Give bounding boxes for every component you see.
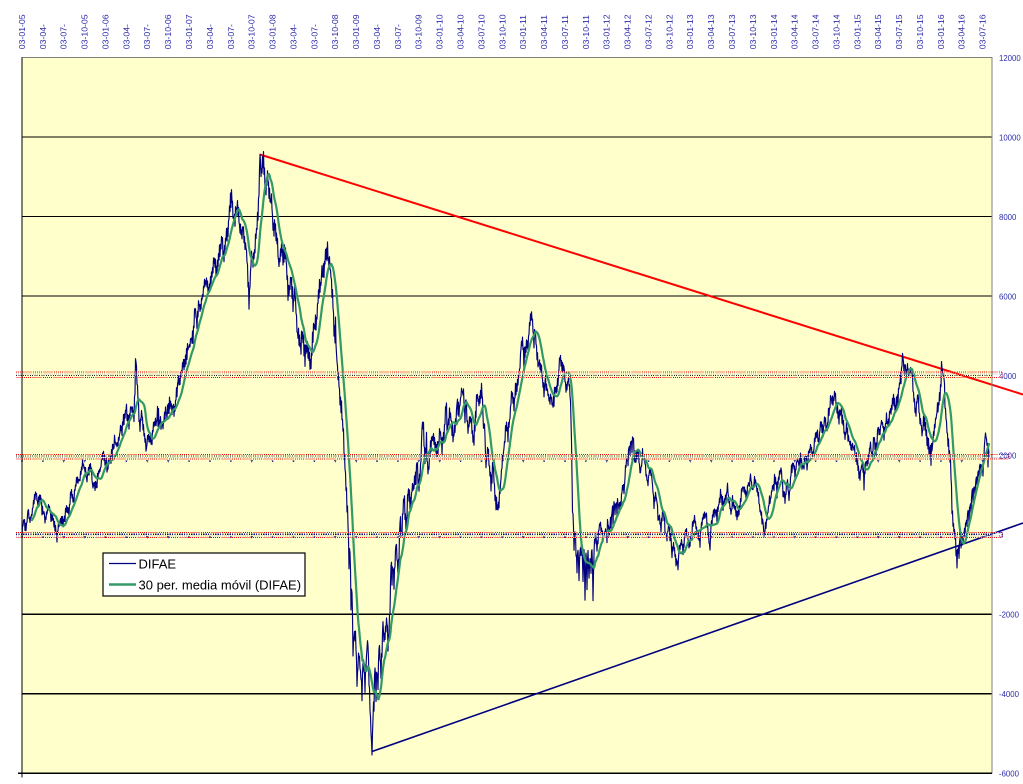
svg-text:03-07-: 03-07- <box>226 24 236 49</box>
svg-text:03-04-: 03-04- <box>288 24 298 49</box>
svg-text:03-10-06: 03-10-06 <box>163 14 173 49</box>
svg-text:03-10-13: 03-10-13 <box>748 14 758 49</box>
svg-text:03-10-14: 03-10-14 <box>831 14 841 49</box>
svg-text:03-07-12: 03-07-12 <box>644 14 654 49</box>
svg-text:03-07-14: 03-07-14 <box>811 14 821 49</box>
svg-text:03-07-13: 03-07-13 <box>727 14 737 49</box>
svg-text:03-07-15: 03-07-15 <box>894 14 904 49</box>
svg-text:03-01-09: 03-01-09 <box>351 14 361 49</box>
svg-text:2000: 2000 <box>999 451 1017 460</box>
svg-text:03-07-: 03-07- <box>59 24 69 49</box>
svg-text:03-01-08: 03-01-08 <box>268 14 278 49</box>
svg-text:03-10-11: 03-10-11 <box>581 15 591 49</box>
svg-text:-6000: -6000 <box>999 769 1020 778</box>
svg-text:03-04-11: 03-04-11 <box>539 15 549 49</box>
svg-text:10000: 10000 <box>999 133 1021 142</box>
svg-text:03-01-12: 03-01-12 <box>602 14 612 49</box>
svg-text:03-10-07: 03-10-07 <box>247 14 257 49</box>
svg-text:03-01-06: 03-01-06 <box>100 14 110 49</box>
svg-text:03-10-12: 03-10-12 <box>664 14 674 49</box>
svg-text:03-04-: 03-04- <box>205 24 215 49</box>
svg-text:03-07-: 03-07- <box>309 24 319 49</box>
svg-text:03-04-13: 03-04-13 <box>706 14 716 49</box>
svg-text:03-10-10: 03-10-10 <box>497 14 507 49</box>
svg-text:-2000: -2000 <box>999 610 1020 619</box>
svg-text:03-04-10: 03-04-10 <box>456 14 466 49</box>
svg-text:03-10-09: 03-10-09 <box>414 14 424 49</box>
svg-text:03-04-: 03-04- <box>372 24 382 49</box>
svg-text:30 per. media móvil (DIFAE): 30 per. media móvil (DIFAE) <box>139 578 302 593</box>
svg-text:03-04-16: 03-04-16 <box>957 14 967 49</box>
svg-text:03-01-10: 03-01-10 <box>435 14 445 49</box>
svg-text:03-01-13: 03-01-13 <box>685 14 695 49</box>
svg-text:DIFAE: DIFAE <box>139 557 177 572</box>
svg-text:4000: 4000 <box>999 372 1017 381</box>
svg-text:0: 0 <box>999 531 1004 540</box>
svg-text:03-07-10: 03-07-10 <box>476 14 486 49</box>
svg-text:-4000: -4000 <box>999 690 1020 699</box>
svg-text:03-01-16: 03-01-16 <box>936 14 946 49</box>
svg-text:03-10-05: 03-10-05 <box>80 14 90 49</box>
svg-text:03-10-15: 03-10-15 <box>915 14 925 49</box>
svg-text:03-10-08: 03-10-08 <box>330 14 340 49</box>
svg-text:03-07-: 03-07- <box>393 24 403 49</box>
svg-text:03-07-: 03-07- <box>142 24 152 49</box>
svg-text:03-07-11: 03-07-11 <box>560 15 570 49</box>
svg-text:03-04-14: 03-04-14 <box>790 14 800 49</box>
svg-text:12000: 12000 <box>999 54 1021 63</box>
svg-text:03-01-07: 03-01-07 <box>184 14 194 49</box>
svg-text:03-04-: 03-04- <box>38 24 48 49</box>
svg-text:03-04-: 03-04- <box>121 24 131 49</box>
svg-text:03-01-15: 03-01-15 <box>852 14 862 49</box>
svg-text:03-04-15: 03-04-15 <box>873 14 883 49</box>
svg-text:03-04-12: 03-04-12 <box>623 14 633 49</box>
svg-text:03-01-05: 03-01-05 <box>17 14 27 49</box>
svg-text:6000: 6000 <box>999 292 1017 301</box>
svg-text:8000: 8000 <box>999 213 1017 222</box>
svg-text:03-01-14: 03-01-14 <box>769 14 779 49</box>
svg-text:03-01-11: 03-01-11 <box>518 15 528 49</box>
svg-text:03-07-16: 03-07-16 <box>978 14 988 49</box>
